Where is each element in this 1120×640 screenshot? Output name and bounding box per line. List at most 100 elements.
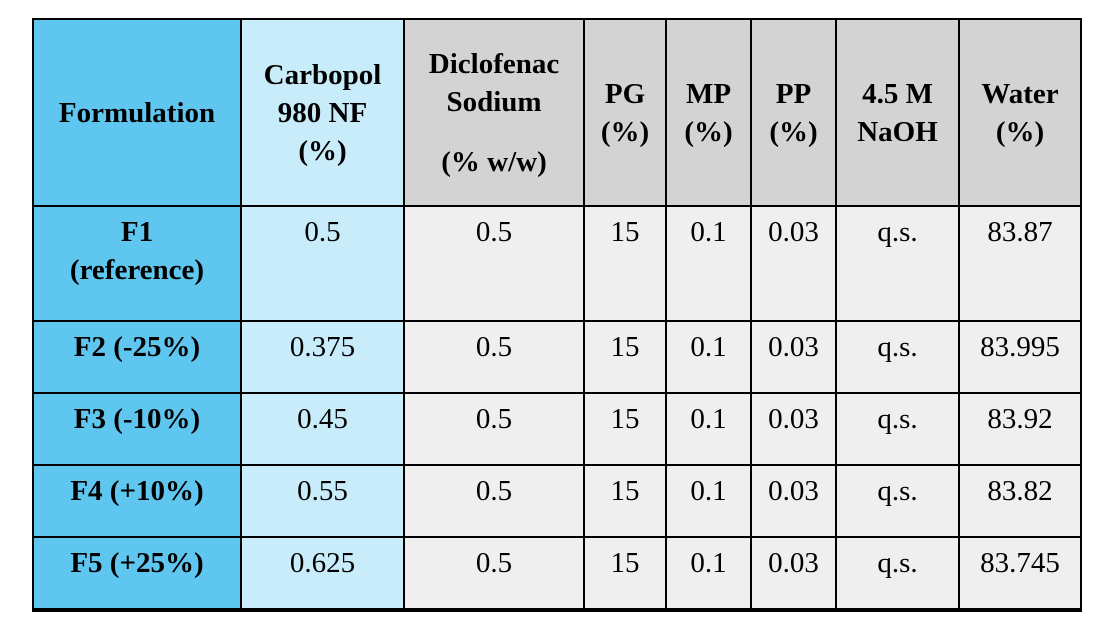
row-label: F5 (+25%) <box>70 547 204 579</box>
cell-value: 0.5 <box>475 475 513 507</box>
row-label-cell: F1 (reference) <box>32 205 242 322</box>
data-cell: 83.92 <box>958 392 1082 466</box>
cell-value: q.s. <box>877 475 918 507</box>
data-cell: 83.995 <box>958 320 1082 394</box>
data-cell: 83.82 <box>958 464 1082 538</box>
cell-value: 0.1 <box>690 403 727 435</box>
row-label: F1 <box>120 216 154 248</box>
cell-value: 0.03 <box>768 475 819 507</box>
cell-value: 0.5 <box>304 216 341 248</box>
header-text: PG <box>604 77 646 110</box>
header-cell: MP (%) <box>665 18 752 207</box>
table-header: Formulation Carbopol 980 NF (%) Diclofenac So… <box>32 18 1082 207</box>
cell-value: 83.87 <box>987 216 1053 248</box>
cell-value: 0.375 <box>289 331 356 363</box>
data-cell: 0.1 <box>665 320 752 394</box>
row-label: F2 (-25%) <box>73 331 201 363</box>
data-cell: 0.5 <box>403 320 585 394</box>
cell-value: 15 <box>610 331 640 363</box>
cell-value: 0.03 <box>768 331 819 363</box>
data-cell: 0.1 <box>665 536 752 612</box>
header-text: (%) <box>600 115 650 148</box>
row-label: (reference) <box>69 254 205 286</box>
data-cell: 0.5 <box>403 205 585 322</box>
cell-value: q.s. <box>877 547 918 579</box>
row-label: F4 (+10%) <box>70 475 204 507</box>
row-label-cell: F3 (-10%) <box>32 392 242 466</box>
cell-value: 0.5 <box>475 216 513 248</box>
header-text: MP <box>685 77 732 110</box>
data-cell: 0.1 <box>665 205 752 322</box>
cell-value: 0.625 <box>289 547 356 579</box>
data-cell: 0.375 <box>240 320 405 394</box>
data-cell: 83.87 <box>958 205 1082 322</box>
cell-value: 0.5 <box>475 547 513 579</box>
cell-value: 83.92 <box>987 403 1053 435</box>
data-cell: q.s. <box>835 320 960 394</box>
data-cell: 0.03 <box>750 205 837 322</box>
data-cell: q.s. <box>835 205 960 322</box>
header-text: (% w/w) <box>441 145 547 178</box>
cell-value: 0.03 <box>768 216 819 248</box>
data-cell: 0.5 <box>403 392 585 466</box>
data-cell: q.s. <box>835 536 960 612</box>
header-text: NaOH <box>857 115 938 148</box>
data-cell: 15 <box>583 205 667 322</box>
header-cell: Water (%) <box>958 18 1082 207</box>
header-cell: Formulation <box>32 18 242 207</box>
cell-value: 0.03 <box>768 403 819 435</box>
header-text: 980 NF <box>277 96 368 129</box>
cell-value: 83.995 <box>980 331 1060 363</box>
header-cell: Diclofenac Sodium (% w/w) <box>403 18 585 207</box>
cell-value: q.s. <box>877 331 918 363</box>
data-cell: q.s. <box>835 464 960 538</box>
cell-value: q.s. <box>877 403 918 435</box>
cell-value: 15 <box>610 475 640 507</box>
cell-value: 0.1 <box>690 547 727 579</box>
header-text: Formulation <box>58 96 216 129</box>
table-row: F2 (-25%) 0.375 0.5 15 0.1 0.03 q.s. 83.995 <box>32 320 1082 394</box>
header-text: Carbopol <box>263 58 382 91</box>
data-cell: 0.03 <box>750 392 837 466</box>
cell-value: 0.45 <box>297 403 348 435</box>
table-row: F3 (-10%) 0.45 0.5 15 0.1 0.03 q.s. 83.92 <box>32 392 1082 466</box>
cell-value: 0.55 <box>297 475 348 507</box>
data-cell: 0.625 <box>240 536 405 612</box>
row-label-cell: F5 (+25%) <box>32 536 242 612</box>
table-row: F4 (+10%) 0.55 0.5 15 0.1 0.03 q.s. 83.82 <box>32 464 1082 538</box>
table-body: F1 (reference) 0.5 0.5 15 0.1 0.03 q.s. 83.87 F2 … <box>32 205 1082 612</box>
header-text: Sodium <box>446 85 542 118</box>
data-cell: 0.03 <box>750 464 837 538</box>
cell-value: 0.5 <box>475 331 513 363</box>
header-text: (%) <box>298 134 347 167</box>
header-cell: Carbopol 980 NF (%) <box>240 18 405 207</box>
data-cell: 0.1 <box>665 392 752 466</box>
cell-value: q.s. <box>877 216 918 248</box>
data-cell: 0.55 <box>240 464 405 538</box>
cell-value: 0.1 <box>690 475 727 507</box>
data-cell: 0.1 <box>665 464 752 538</box>
cell-value: 15 <box>610 216 640 248</box>
header-cell: 4.5 M NaOH <box>835 18 960 207</box>
header-text: PP <box>775 77 812 110</box>
header-cell: PG (%) <box>583 18 667 207</box>
header-text: (%) <box>769 115 818 148</box>
header-text: 4.5 M <box>862 77 933 110</box>
table-row: F1 (reference) 0.5 0.5 15 0.1 0.03 q.s. 83.87 <box>32 205 1082 322</box>
header-row: Formulation Carbopol 980 NF (%) Diclofenac So… <box>32 18 1082 207</box>
data-cell: 0.03 <box>750 536 837 612</box>
cell-value: 83.745 <box>980 547 1060 579</box>
data-cell: 0.03 <box>750 320 837 394</box>
data-cell: 0.45 <box>240 392 405 466</box>
header-text: (%) <box>684 115 733 148</box>
cell-value: 0.03 <box>768 547 819 579</box>
data-cell: 15 <box>583 320 667 394</box>
cell-value: 15 <box>610 403 640 435</box>
data-cell: 0.5 <box>403 536 585 612</box>
row-label-cell: F4 (+10%) <box>32 464 242 538</box>
data-cell: 15 <box>583 464 667 538</box>
data-cell: q.s. <box>835 392 960 466</box>
row-label: F3 (-10%) <box>73 403 201 435</box>
header-text: Diclofenac <box>428 47 560 80</box>
